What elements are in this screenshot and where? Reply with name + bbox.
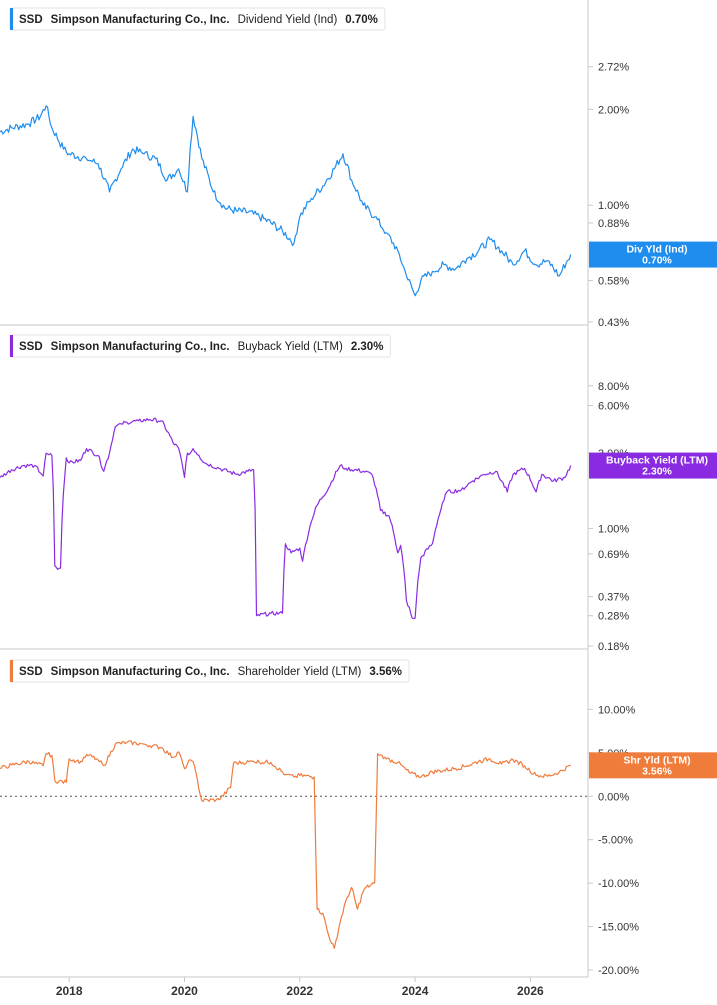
- value-flag: Shr Yld (LTM)3.56%: [589, 752, 717, 779]
- value-flag: Div Yld (Ind)0.70%: [589, 241, 717, 268]
- legend-value: 0.70%: [345, 14, 378, 26]
- y-tick-label: 0.58%: [598, 276, 629, 288]
- tick-layer: 0.43% 0.58% 0.88% 1.00% 2.00% 2.72% 0.18% 0.28%…: [0, 62, 639, 998]
- legend-box: SSD Simpson Manufacturing Co., Inc. Buybac…: [9, 334, 391, 358]
- y-tick-label: 0.28%: [598, 611, 629, 623]
- legend-value: 2.30%: [351, 341, 384, 353]
- legend-company: Simpson Manufacturing Co., Inc.: [51, 666, 230, 678]
- legend-company: Simpson Manufacturing Co., Inc.: [51, 14, 230, 26]
- y-tick-label: 0.69%: [598, 549, 629, 561]
- legend-box: SSD Simpson Manufacturing Co., Inc. Shareh…: [9, 659, 410, 683]
- legend-color-bar: [10, 335, 13, 357]
- y-tick-label: 8.00%: [598, 381, 629, 393]
- x-tick-label: 2022: [286, 984, 313, 998]
- legend-layer: SSD Simpson Manufacturing Co., Inc. Divide…: [9, 7, 410, 683]
- x-tick-label: 2018: [56, 984, 83, 998]
- y-tick-label: 0.88%: [598, 218, 629, 230]
- value-flag-label: Buyback Yield (LTM): [606, 455, 708, 467]
- legend-color-bar: [10, 8, 13, 30]
- value-flag: Buyback Yield (LTM)2.30%: [589, 452, 717, 479]
- legend-ticker: SSD: [19, 666, 43, 678]
- legend-box: SSD Simpson Manufacturing Co., Inc. Divide…: [9, 7, 386, 31]
- value-flag-label: Shr Yld (LTM): [623, 754, 690, 766]
- y-tick-label: 6.00%: [598, 401, 629, 413]
- y-tick-label: -10.00%: [598, 878, 639, 890]
- legend-color-bar: [10, 660, 13, 682]
- y-tick-label: 2.00%: [598, 104, 629, 116]
- y-tick-label: 0.00%: [598, 791, 629, 803]
- legend-company: Simpson Manufacturing Co., Inc.: [51, 341, 230, 353]
- y-tick-label: 1.00%: [598, 200, 629, 212]
- legend-ticker: SSD: [19, 14, 43, 26]
- series-line: [0, 417, 572, 620]
- value-flag-value: 2.30%: [642, 466, 672, 478]
- y-tick-label: 0.43%: [598, 317, 629, 329]
- y-tick-label: -5.00%: [598, 835, 633, 847]
- series-line: [0, 105, 572, 297]
- y-tick-label: 0.37%: [598, 592, 629, 604]
- y-tick-label: -15.00%: [598, 922, 639, 934]
- series-layer: [0, 105, 572, 949]
- x-tick-label: 2024: [402, 984, 429, 998]
- value-flag-background: [589, 752, 717, 779]
- value-flag-background: [589, 241, 717, 268]
- flag-layer: Div Yld (Ind)0.70% Buyback Yield (LTM)2.3…: [589, 241, 717, 779]
- y-tick-label: 1.00%: [598, 523, 629, 535]
- legend-metric: Shareholder Yield (LTM): [238, 666, 362, 678]
- y-tick-label: 10.00%: [598, 704, 636, 716]
- x-tick-label: 2020: [171, 984, 198, 998]
- y-tick-label: 0.18%: [598, 641, 629, 653]
- y-tick-label: 2.72%: [598, 62, 629, 74]
- y-tick-label: -20.00%: [598, 965, 639, 977]
- value-flag-label: Div Yld (Ind): [626, 244, 687, 256]
- value-flag-background: [589, 452, 717, 479]
- series-line: [0, 740, 571, 949]
- legend-metric: Buyback Yield (LTM): [238, 341, 343, 353]
- legend-ticker: SSD: [19, 341, 43, 353]
- value-flag-value: 3.56%: [642, 765, 672, 777]
- legend-metric: Dividend Yield (Ind): [238, 14, 338, 26]
- x-tick-label: 2026: [517, 984, 544, 998]
- value-flag-value: 0.70%: [642, 255, 672, 267]
- legend-value: 3.56%: [369, 666, 402, 678]
